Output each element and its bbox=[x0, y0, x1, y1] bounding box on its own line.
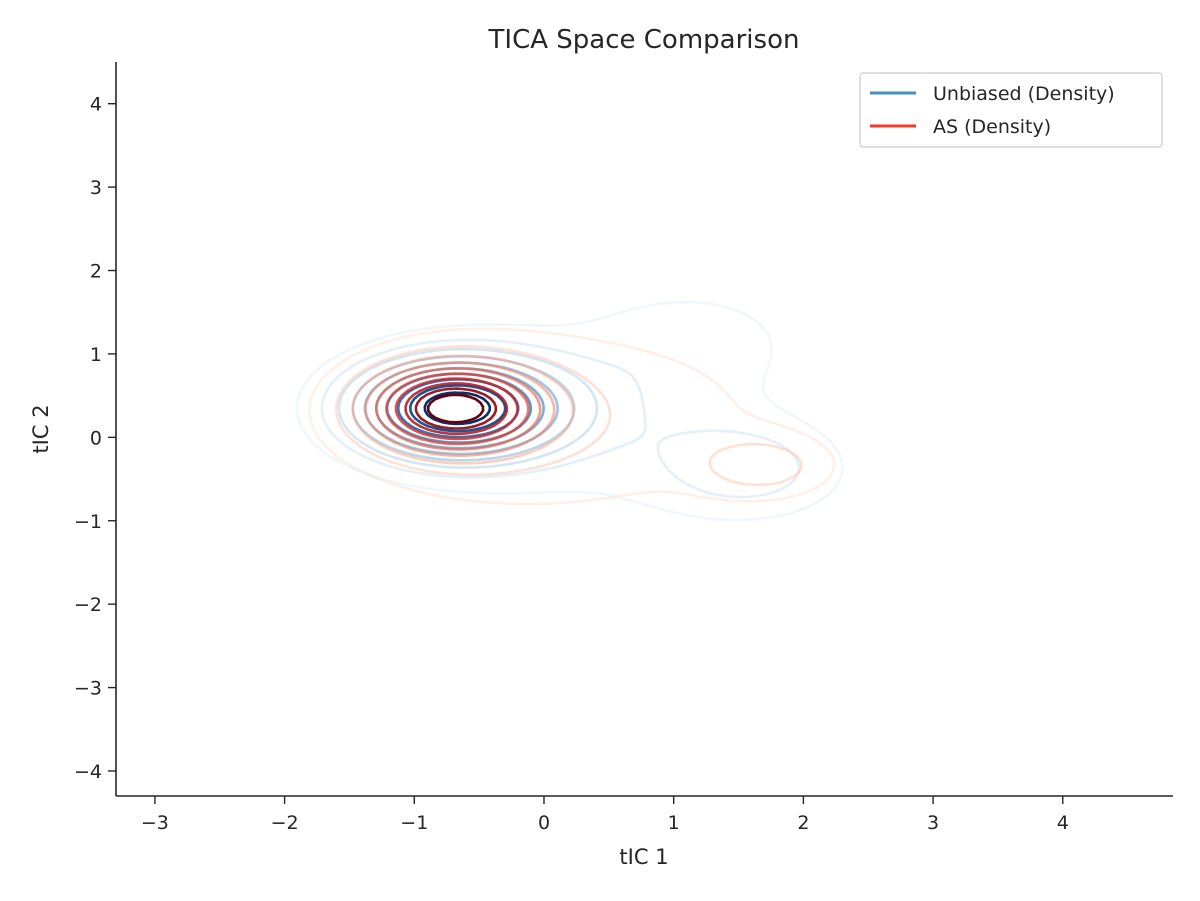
contour-line bbox=[364, 361, 556, 457]
x-tick-label: −1 bbox=[400, 812, 428, 834]
y-tick-label: 1 bbox=[90, 344, 102, 366]
y-tick-label: −4 bbox=[74, 761, 102, 783]
contour-line bbox=[426, 393, 485, 424]
y-tick-label: −3 bbox=[74, 678, 102, 700]
y-ticks: −4 −3 −2 −1 0 1 2 3 4 bbox=[74, 94, 116, 783]
contour-line bbox=[409, 384, 507, 433]
y-tick-label: 2 bbox=[90, 261, 102, 283]
axes: −3 −2 −1 0 1 2 3 4 −4 −3 −2 −1 0 1 2 3 4 bbox=[74, 62, 1173, 834]
plot-area bbox=[295, 300, 844, 522]
x-ticks: −3 −2 −1 0 1 2 3 4 bbox=[141, 796, 1069, 834]
legend-label-unbiased: Unbiased (Density) bbox=[933, 83, 1115, 105]
contour-line bbox=[394, 377, 519, 441]
x-tick-label: 0 bbox=[538, 812, 550, 834]
contour-line bbox=[295, 300, 844, 522]
as-density-contours bbox=[308, 327, 836, 506]
x-tick-label: 3 bbox=[927, 812, 939, 834]
contour-line bbox=[351, 355, 576, 462]
contour-line bbox=[320, 338, 801, 499]
contour-line bbox=[337, 347, 599, 469]
y-axis-label: tIC 2 bbox=[29, 404, 53, 453]
y-tick-label: 3 bbox=[90, 177, 102, 199]
y-tick-label: 0 bbox=[90, 427, 102, 449]
contour-line bbox=[423, 391, 492, 426]
contour-line bbox=[375, 367, 542, 451]
x-tick-label: −3 bbox=[141, 812, 169, 834]
legend: Unbiased (Density) AS (Density) bbox=[859, 72, 1163, 148]
chart-title: TICA Space Comparison bbox=[488, 25, 800, 55]
x-tick-label: 1 bbox=[668, 812, 680, 834]
contour-line bbox=[414, 387, 498, 430]
x-tick-label: 2 bbox=[797, 812, 809, 834]
y-tick-label: 4 bbox=[90, 94, 102, 116]
x-axis-label: tIC 1 bbox=[619, 845, 668, 869]
legend-label-as: AS (Density) bbox=[933, 116, 1051, 138]
contour-line bbox=[385, 372, 530, 446]
contour-line bbox=[404, 382, 509, 436]
contour-line bbox=[351, 354, 575, 465]
contour-line bbox=[308, 327, 836, 506]
x-tick-label: 4 bbox=[1057, 812, 1069, 834]
x-tick-label: −2 bbox=[271, 812, 299, 834]
contour-line bbox=[335, 345, 803, 487]
legend-frame bbox=[859, 72, 1163, 148]
y-tick-label: −1 bbox=[74, 511, 102, 533]
y-tick-label: −2 bbox=[74, 594, 102, 616]
